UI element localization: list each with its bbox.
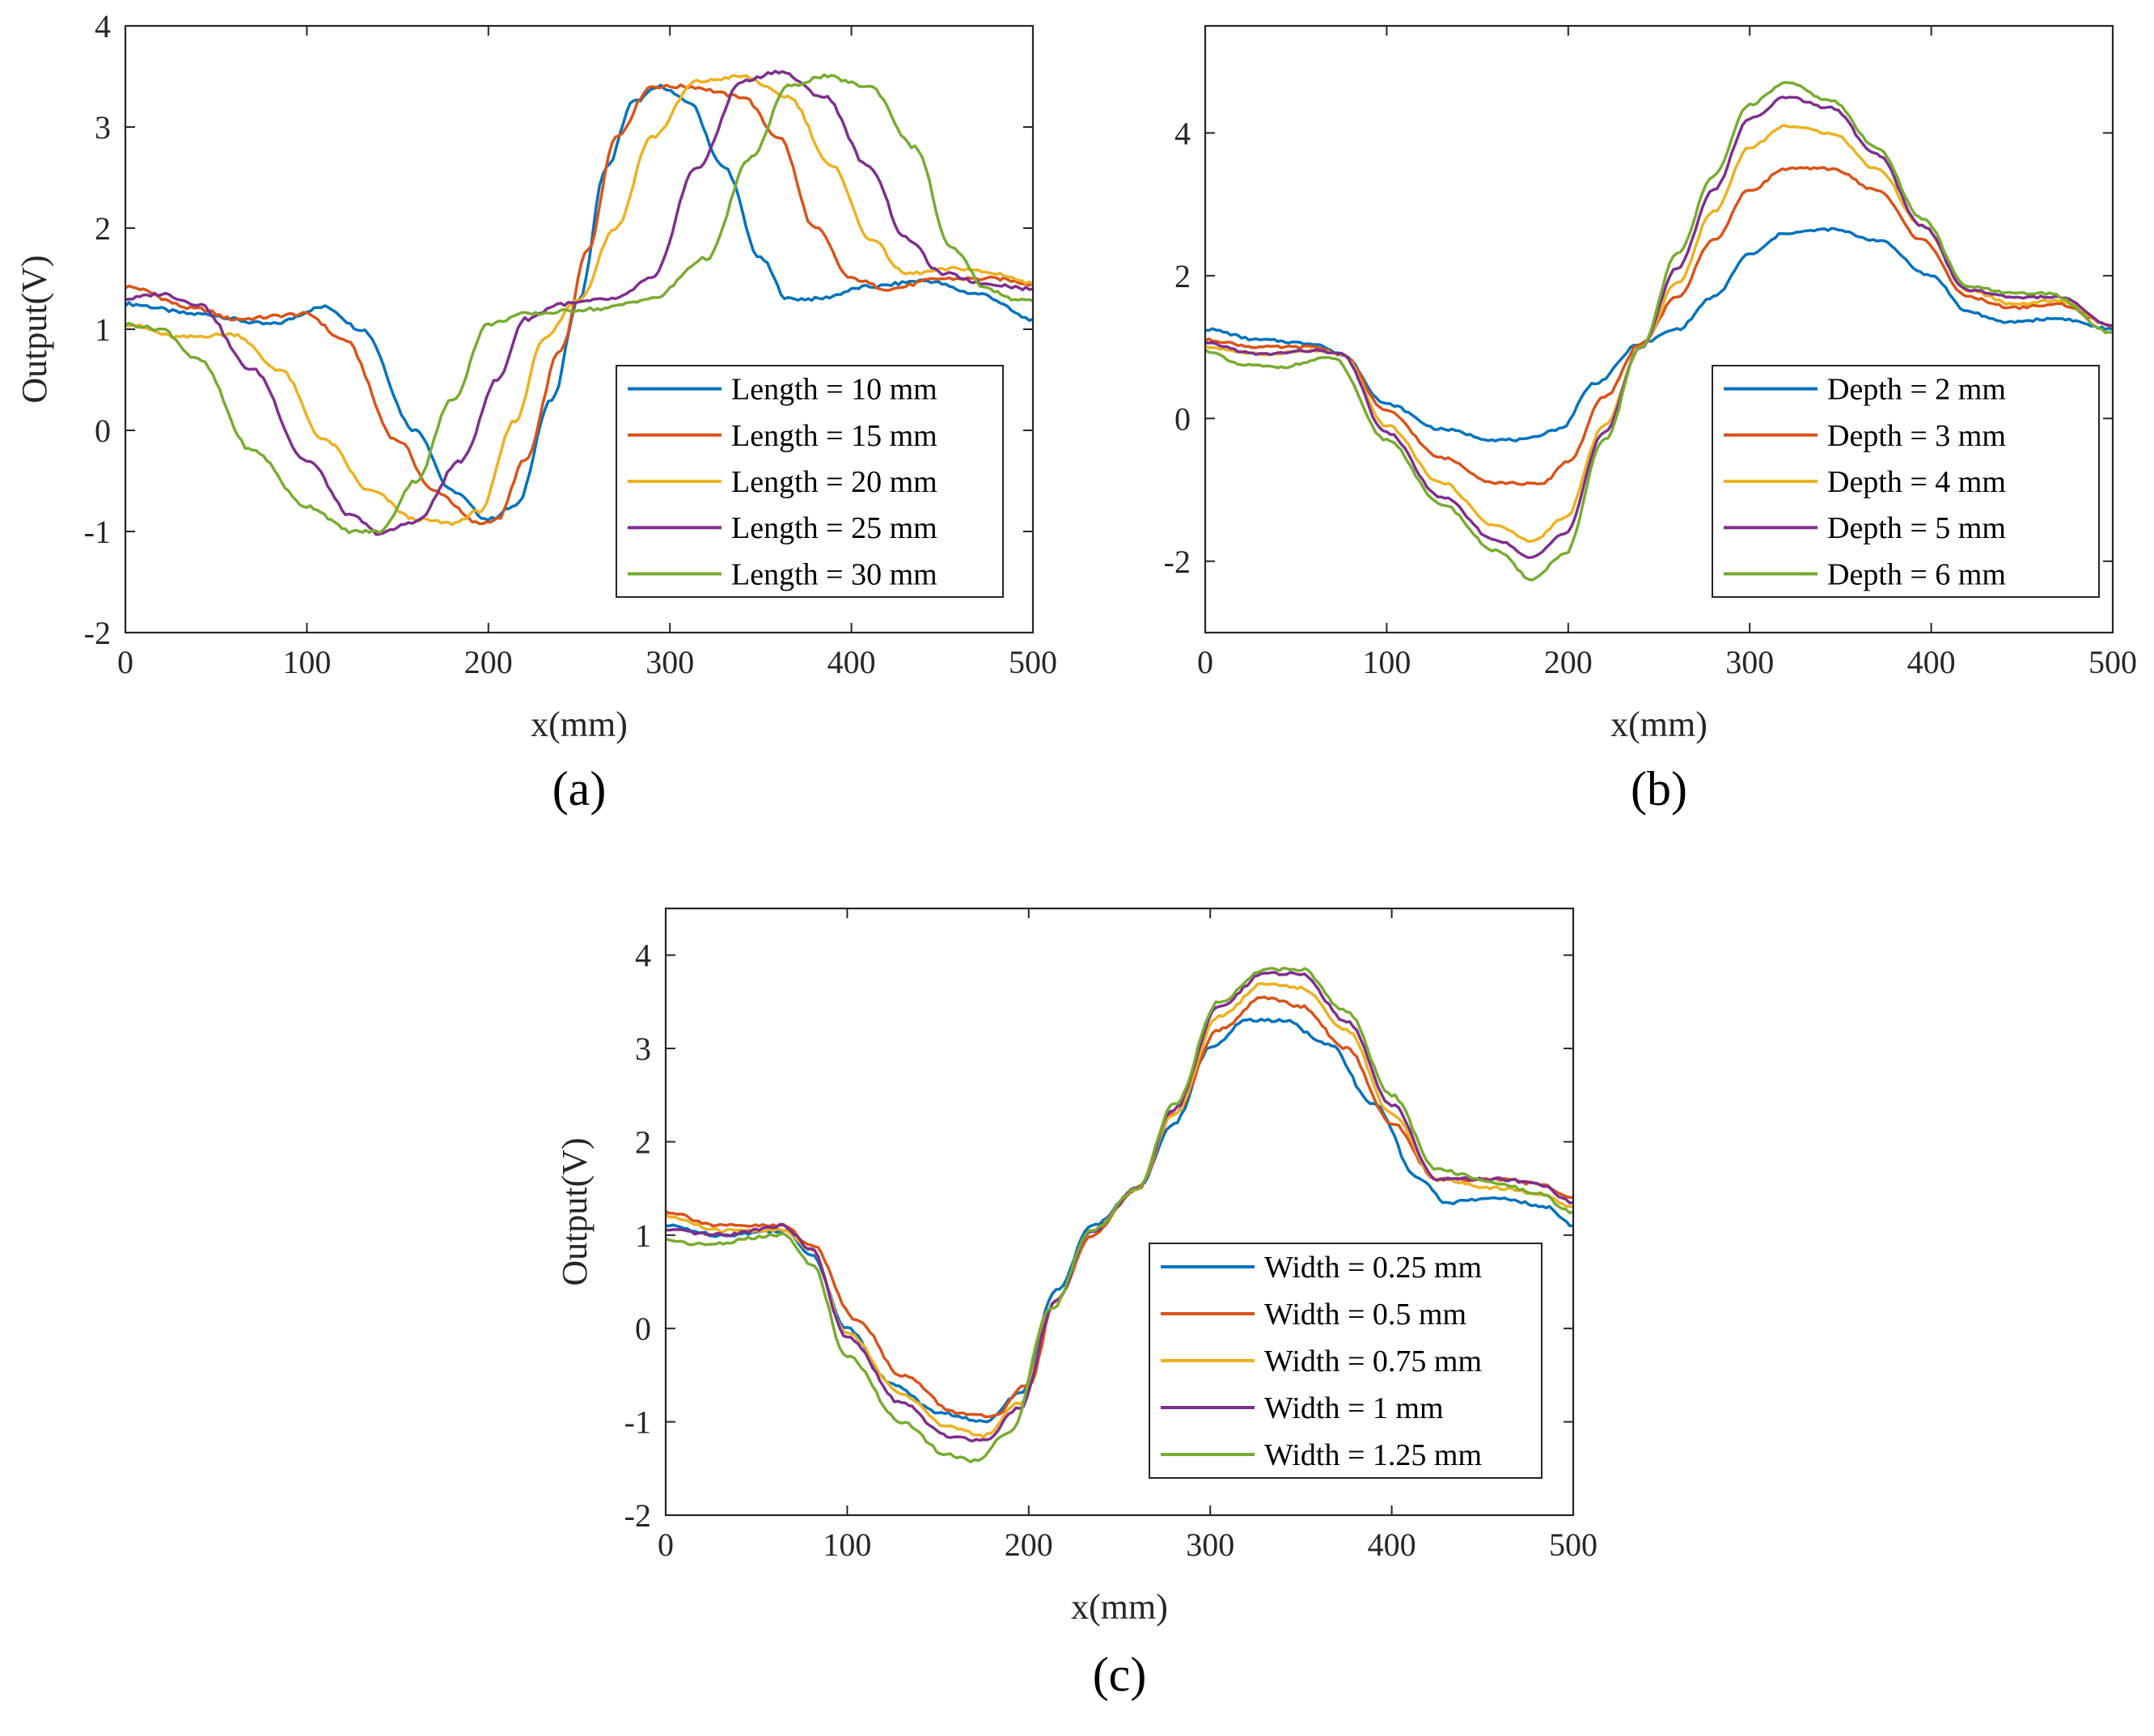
legend-entry-3: Width = 0.75 mm (1264, 1344, 1482, 1378)
axes-box (1204, 24, 2114, 634)
legend: Length = 10 mm Length = 15 mm Length = 20 … (616, 365, 1004, 598)
series-group (125, 70, 1033, 536)
x-axis-label: x(mm) (1610, 705, 1708, 744)
x-tick-label: 200 (1544, 644, 1593, 680)
y-tick-label: 0 (635, 1310, 651, 1347)
series-line-5 (125, 73, 1033, 535)
y-tick-label: 2 (1174, 258, 1191, 294)
legend-entry-1: Depth = 2 mm (1827, 373, 2006, 407)
x-tick-label: 500 (1009, 644, 1057, 680)
series-line-3 (125, 74, 1033, 527)
x-tick-label: 300 (645, 644, 694, 680)
y-tick-label: 0 (1174, 400, 1191, 437)
legend-entry-2: Width = 0.5 mm (1264, 1298, 1466, 1332)
y-tick-label: 3 (95, 109, 111, 146)
axes-box (664, 907, 1575, 1517)
panel-a: 0 100 200 300 400 500 -2 -1 0 1 2 3 4 x(mm) Output(V) (… (15, 8, 1057, 815)
x-axis-label: x(mm) (1071, 1587, 1168, 1627)
series-line-2 (125, 83, 1033, 526)
x-tick-label: 0 (1197, 644, 1213, 680)
legend-entry-1: Length = 10 mm (731, 373, 937, 407)
legend-entry-2: Length = 15 mm (731, 419, 937, 453)
y-tick-label: 1 (95, 311, 111, 348)
series-line-5 (666, 967, 1573, 1463)
panel-label: (a) (552, 762, 607, 815)
legend: Width = 0.25 mm Width = 0.5 mm Width = 0.7… (1149, 1243, 1543, 1479)
y-tick-label: -2 (84, 615, 111, 651)
x-tick-label: 200 (1005, 1526, 1053, 1563)
x-tick-label: 300 (1186, 1526, 1234, 1563)
legend-entry-4: Width = 1 mm (1264, 1391, 1444, 1425)
series-line-4 (1205, 95, 2113, 560)
x-tick-label: 100 (823, 1526, 871, 1563)
y-tick-label: 2 (635, 1124, 651, 1160)
y-tick-label: 1 (635, 1217, 651, 1254)
panel-c: 0 100 200 300 400 500 -2 -1 0 1 2 3 4 x(mm) Output(V) (… (555, 907, 1598, 1701)
series-line-4 (125, 70, 1033, 536)
legend-entry-2: Depth = 3 mm (1827, 419, 2006, 453)
legend: Depth = 2 mm Depth = 3 mm Depth = 4 mm Dept… (1712, 365, 2100, 598)
y-tick-label: 4 (95, 8, 111, 44)
x-tick-label: 500 (1549, 1526, 1598, 1563)
x-tick-label: 100 (1362, 644, 1411, 680)
x-tick-label: 200 (464, 644, 513, 680)
y-tick-label: 3 (635, 1031, 651, 1067)
x-tick-label: 400 (1368, 1526, 1416, 1563)
series-group (1205, 81, 2113, 582)
y-axis-label: Output(V) (15, 255, 54, 403)
y-tick-label: 4 (1174, 115, 1191, 151)
x-tick-label: 0 (117, 644, 133, 680)
x-tick-label: 100 (282, 644, 331, 680)
y-tick-label: -2 (624, 1497, 651, 1534)
legend-entry-4: Depth = 5 mm (1827, 511, 2006, 545)
legend-entry-3: Depth = 4 mm (1827, 465, 2006, 499)
panel-label: (c) (1093, 1648, 1147, 1701)
legend-entry-5: Length = 30 mm (731, 557, 937, 591)
x-tick-label: 500 (2088, 644, 2137, 680)
series-line-1 (125, 83, 1033, 522)
y-axis-label: Output(V) (555, 1137, 595, 1285)
legend-entry-5: Depth = 6 mm (1827, 557, 2006, 591)
x-axis-label: x(mm) (531, 705, 628, 744)
y-tick-label: 2 (95, 210, 111, 247)
series-line-2 (1205, 166, 2113, 486)
x-tick-label: 400 (1907, 644, 1956, 680)
x-tick-label: 400 (827, 644, 876, 680)
panel-b: 0 100 200 300 400 500 -2 0 2 4 x(mm) (b) Depth = 2 m… (1164, 24, 2137, 815)
legend-entry-5: Width = 1.25 mm (1264, 1438, 1482, 1472)
y-tick-label: -1 (84, 514, 111, 550)
x-tick-label: 0 (658, 1526, 674, 1563)
legend-entry-4: Length = 25 mm (731, 511, 937, 545)
x-tick-label: 300 (1725, 644, 1774, 680)
y-tick-label: -2 (1164, 544, 1191, 580)
y-tick-label: -1 (624, 1404, 651, 1441)
legend-entry-1: Width = 0.25 mm (1264, 1251, 1482, 1285)
y-tick-label: 0 (95, 413, 111, 449)
y-tick-label: 4 (635, 938, 651, 974)
series-group (666, 967, 1573, 1463)
panel-label: (b) (1631, 762, 1687, 815)
series-line-5 (1205, 81, 2113, 582)
legend-entry-3: Length = 20 mm (731, 465, 937, 499)
